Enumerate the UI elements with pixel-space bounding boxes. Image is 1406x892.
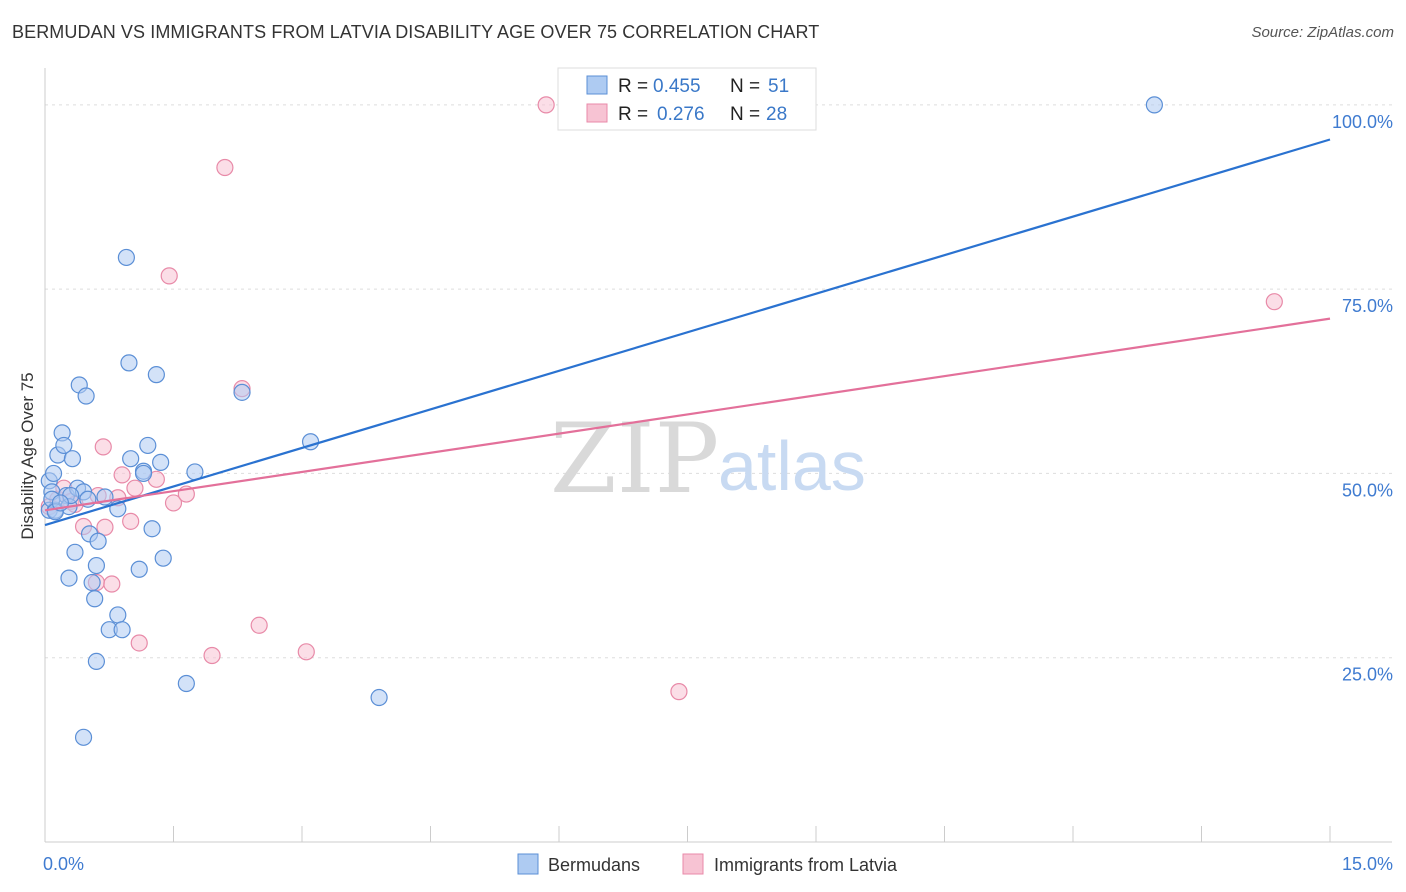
watermark: ZIP atlas xyxy=(550,403,866,515)
data-point-latvia xyxy=(1265,293,1283,311)
data-point-bermudans xyxy=(120,354,138,372)
legend-swatch-bermudans xyxy=(517,853,539,875)
data-point-latvia xyxy=(113,466,131,484)
stats-r-value-1: 0.455 xyxy=(653,76,701,97)
data-point-bermudans xyxy=(370,688,388,707)
stats-n-label-1: N = xyxy=(730,76,760,97)
data-point-bermudans xyxy=(86,590,104,608)
trend-line-bermudans xyxy=(44,138,1331,527)
x-tick-label: 15.0% xyxy=(1342,854,1393,874)
y-tick-label: 50.0% xyxy=(1342,480,1393,500)
grid-layer xyxy=(45,104,1392,659)
data-point-bermudans xyxy=(152,453,170,471)
data-point-bermudans xyxy=(233,383,251,401)
points-layer xyxy=(40,96,1283,746)
data-point-latvia xyxy=(160,267,178,285)
data-point-latvia xyxy=(216,158,234,177)
watermark-atlas: atlas xyxy=(718,427,866,505)
stats-n-value-2: 28 xyxy=(766,104,787,125)
watermark-zip: ZIP xyxy=(550,403,719,515)
data-point-bermudans xyxy=(55,436,73,455)
chart-title: BERMUDAN VS IMMIGRANTS FROM LATVIA DISAB… xyxy=(12,22,820,42)
stats-n-label-2: N = xyxy=(730,104,760,125)
axes-layer xyxy=(44,68,1392,843)
data-point-bermudans xyxy=(113,621,131,639)
stats-n-value-1: 51 xyxy=(768,76,789,97)
y-tick-label: 75.0% xyxy=(1342,296,1393,316)
data-point-latvia xyxy=(297,643,315,661)
trend-layer xyxy=(44,138,1331,527)
data-point-bermudans xyxy=(134,464,153,483)
y-tick-label: 100.0% xyxy=(1332,112,1393,132)
data-point-bermudans xyxy=(177,674,195,693)
data-point-latvia xyxy=(94,438,112,456)
stats-r-label-2: R = xyxy=(618,104,648,125)
stats-r-label-1: R = xyxy=(618,76,648,97)
data-point-latvia xyxy=(126,479,144,497)
data-point-bermudans xyxy=(87,652,106,671)
data-point-bermudans xyxy=(77,387,95,405)
data-point-bermudans xyxy=(63,450,82,468)
data-point-latvia xyxy=(96,518,114,536)
stats-swatch-blue xyxy=(586,75,608,95)
data-point-bermudans xyxy=(83,573,101,592)
stats-swatch-pink xyxy=(586,103,608,123)
data-point-latvia xyxy=(130,634,148,652)
data-point-latvia xyxy=(670,683,688,701)
data-point-bermudans xyxy=(143,520,161,538)
legend-label-latvia: Immigrants from Latvia xyxy=(714,855,898,875)
data-point-bermudans xyxy=(117,248,135,267)
data-point-bermudans xyxy=(109,606,127,624)
stats-box: R = 0.455 N = 51 R = 0.276 N = 28 xyxy=(557,67,817,131)
data-point-bermudans xyxy=(139,436,157,455)
data-point-bermudans xyxy=(122,450,140,468)
source-credit: Source: ZipAtlas.com xyxy=(1251,24,1394,41)
stats-r-value-2: 0.276 xyxy=(657,104,705,125)
data-point-bermudans xyxy=(130,560,148,578)
data-point-latvia xyxy=(122,512,140,530)
legend: Bermudans Immigrants from Latvia xyxy=(517,853,898,875)
data-point-bermudans xyxy=(89,532,107,550)
data-point-latvia xyxy=(250,616,268,634)
data-point-latvia xyxy=(164,494,183,512)
data-point-bermudans xyxy=(66,543,84,561)
data-point-latvia xyxy=(537,96,555,114)
tick-labels: 25.0% 50.0% 75.0% 100.0% 0.0% 15.0% xyxy=(43,112,1393,874)
data-point-bermudans xyxy=(74,728,93,746)
data-point-bermudans xyxy=(1145,96,1163,114)
legend-swatch-latvia xyxy=(682,853,704,875)
data-point-bermudans xyxy=(60,569,78,587)
data-point-bermudans xyxy=(147,366,165,384)
legend-label-bermudans: Bermudans xyxy=(548,855,640,875)
data-point-bermudans xyxy=(154,549,172,567)
x-tick-label: 0.0% xyxy=(43,854,84,874)
trend-line-latvia xyxy=(44,317,1331,512)
data-point-latvia xyxy=(203,646,221,665)
y-tick-label: 25.0% xyxy=(1342,665,1393,685)
data-point-bermudans xyxy=(87,556,106,575)
data-point-latvia xyxy=(103,575,121,593)
data-point-bermudans xyxy=(44,464,63,483)
